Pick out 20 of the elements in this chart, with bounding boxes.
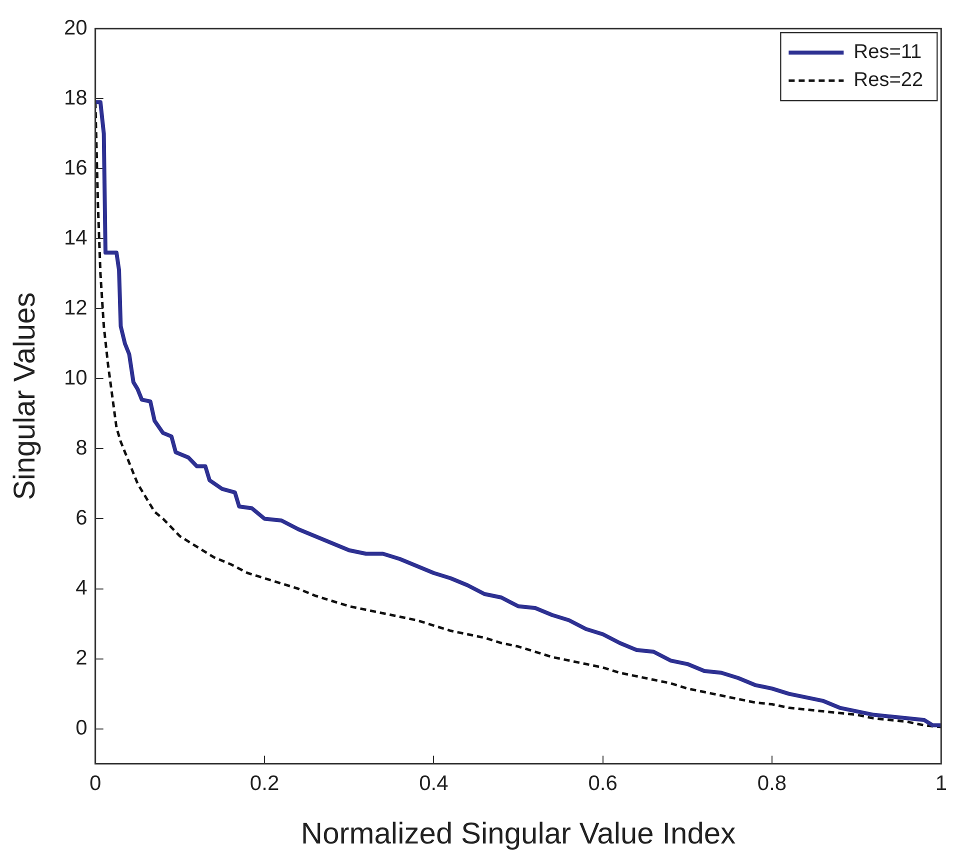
- y-tick-label: 14: [64, 226, 88, 250]
- legend-label: Res=22: [854, 69, 924, 92]
- x-tick-label: 0.2: [250, 772, 280, 796]
- y-tick-label: 6: [76, 506, 88, 530]
- y-tick-label: 16: [64, 156, 88, 180]
- x-tick-label: 1: [935, 772, 948, 796]
- y-tick-label: 2: [76, 646, 88, 670]
- y-tick-label: 4: [76, 576, 88, 600]
- y-tick-label: 12: [64, 296, 88, 320]
- x-axis-title: Normalized Singular Value Index: [300, 817, 736, 850]
- x-tick-label: 0.4: [419, 772, 449, 796]
- y-tick-label: 18: [64, 86, 88, 110]
- y-tick-label: 8: [76, 436, 88, 460]
- y-tick-label: 10: [64, 366, 88, 390]
- y-axis-title: Singular Values: [8, 292, 42, 500]
- legend-label: Res=11: [854, 41, 922, 64]
- y-tick-label: 20: [64, 16, 88, 40]
- x-tick-label: 0.8: [757, 772, 787, 796]
- y-tick-label: 0: [76, 716, 88, 740]
- x-tick-label: 0.6: [588, 772, 618, 796]
